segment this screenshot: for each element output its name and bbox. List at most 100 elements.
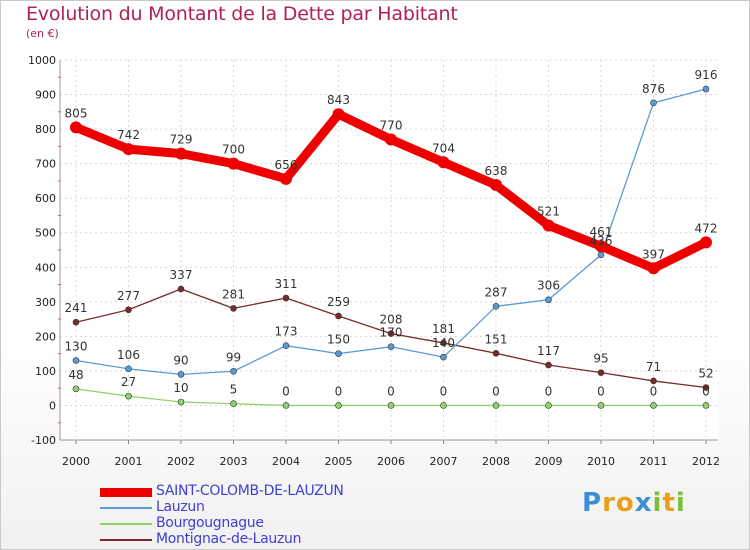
series-point-3	[597, 369, 605, 376]
series-point-3	[177, 285, 185, 293]
data-label-3: 95	[593, 352, 608, 366]
logo-letter: r	[602, 488, 616, 518]
series-point-0	[647, 262, 660, 275]
series-point-1	[702, 85, 710, 93]
series-point-0	[385, 133, 397, 146]
series-point-2	[545, 402, 552, 409]
series-point-3	[387, 330, 395, 337]
data-label-2: 0	[387, 384, 395, 398]
data-label-1: 287	[485, 285, 508, 299]
data-label-2: 0	[335, 384, 343, 398]
logo-letter: P	[582, 488, 603, 518]
data-label-0: 742	[117, 128, 140, 142]
data-label-3: 259	[327, 295, 350, 309]
logo-letter: i	[675, 488, 686, 518]
series-point-3	[282, 294, 290, 302]
series-point-1	[282, 342, 290, 349]
series-point-0	[700, 236, 712, 249]
series-point-3	[545, 361, 552, 369]
data-label-0: 472	[695, 221, 718, 235]
series-point-3	[125, 306, 132, 314]
series-point-1	[335, 350, 342, 357]
y-tick-label: -100	[31, 434, 56, 447]
logo-letter: t	[662, 488, 676, 518]
data-label-1: 173	[275, 325, 298, 339]
legend-swatch	[100, 507, 152, 509]
data-label-1: 140	[432, 336, 455, 350]
chart-title: Evolution du Montant de la Dette par Hab…	[26, 3, 458, 25]
series-point-2	[335, 402, 342, 409]
x-tick-label: 2009	[535, 455, 563, 468]
x-tick-label: 2012	[692, 455, 720, 468]
series-point-0	[595, 240, 607, 253]
y-tick-label: 800	[35, 123, 56, 136]
data-label-2: 0	[650, 384, 658, 398]
axis-layer: -100010020030040050060070080090010002000…	[28, 54, 720, 468]
data-label-3: 117	[537, 344, 560, 358]
series-point-2	[72, 385, 80, 393]
series-point-0	[175, 147, 187, 160]
data-label-2: 0	[492, 384, 500, 398]
y-tick-label: 500	[35, 227, 56, 240]
series-point-1	[545, 296, 552, 304]
series-point-3	[492, 349, 500, 357]
logo-letter: i	[652, 488, 663, 518]
data-label-3: 311	[275, 277, 298, 291]
data-label-0: 704	[432, 141, 455, 155]
series-layer	[70, 85, 712, 409]
data-label-1: 916	[695, 68, 718, 82]
series-point-0	[437, 156, 450, 169]
data-label-1: 130	[65, 340, 88, 354]
series-point-3	[230, 305, 237, 312]
series-point-0	[542, 219, 555, 232]
legend-label: Montignac-de-Lauzun	[156, 531, 302, 547]
series-point-0	[70, 121, 82, 134]
data-label-1: 90	[173, 353, 188, 367]
y-tick-label: 200	[35, 330, 56, 343]
series-point-0	[490, 179, 502, 192]
y-tick-label: 700	[35, 158, 56, 171]
data-label-3: 151	[485, 332, 508, 346]
data-label-1: 150	[327, 333, 350, 347]
data-label-2: 0	[440, 384, 448, 398]
series-point-0	[280, 172, 292, 185]
legend-swatch	[100, 539, 152, 541]
legend-label: Bourgougnague	[156, 515, 264, 531]
series-point-1	[125, 365, 132, 373]
series-point-2	[650, 402, 657, 409]
series-point-1	[440, 353, 447, 361]
data-label-2: 48	[68, 368, 83, 382]
series-point-1	[492, 303, 500, 310]
data-label-1: 436	[590, 234, 613, 248]
data-label-3: 241	[65, 301, 88, 315]
legend-label: SAINT-COLOMB-DE-LAUZUN	[156, 483, 344, 499]
label-layer: 805 742 729 700 656 843 770 704 638 521 461 397 472 1…	[65, 68, 718, 398]
data-label-0: 461	[590, 225, 613, 239]
data-label-2: 0	[597, 384, 605, 398]
series-point-1	[177, 371, 185, 378]
proxiti-logo: Proxiti	[582, 488, 686, 518]
x-tick-label: 2006	[377, 455, 405, 468]
logo-letter: x	[634, 488, 653, 518]
series-point-2	[125, 392, 132, 400]
legend-swatch	[100, 523, 152, 525]
data-label-0: 638	[485, 164, 508, 178]
series-point-1	[387, 343, 395, 351]
y-tick-label: 1000	[28, 54, 56, 67]
data-label-0: 397	[642, 247, 665, 261]
series-point-2	[597, 402, 605, 409]
data-label-0: 843	[327, 93, 350, 107]
series-point-2	[492, 402, 500, 409]
series-point-2	[702, 402, 710, 409]
data-label-2: 0	[702, 384, 710, 398]
y-tick-label: 100	[35, 365, 56, 378]
series-point-2	[177, 398, 185, 406]
data-label-0: 770	[380, 118, 403, 132]
data-label-3: 52	[698, 366, 713, 380]
series-point-1	[597, 251, 605, 259]
series-point-3	[702, 384, 710, 391]
data-label-2: 10	[173, 381, 188, 395]
series-point-2	[230, 400, 237, 408]
data-label-0: 700	[222, 143, 245, 157]
x-tick-label: 2008	[482, 455, 510, 468]
